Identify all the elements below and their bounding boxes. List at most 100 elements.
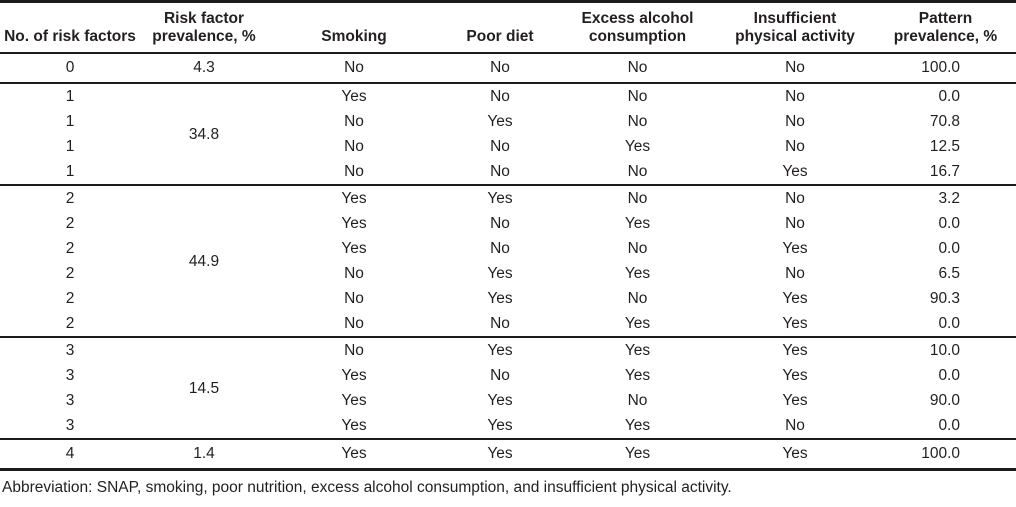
column-header-line: No. of risk factors [4, 28, 136, 45]
table-row: 4 1.4 Yes Yes Yes Yes 100.0 [0, 439, 1016, 470]
table-row: 2 44.9 Yes Yes No No 3.2 [0, 185, 1016, 270]
column-header: Poor diet [440, 2, 560, 54]
column-header-line: Excess alcohol [581, 10, 694, 27]
poor-diet-cell: No [490, 367, 510, 384]
alcohol-cell: Yes [624, 367, 651, 384]
risk-count-cell: 2 [65, 215, 75, 232]
poor-diet-cell: No [490, 88, 510, 105]
pattern-prevalence-cell: 3.2 [938, 190, 960, 207]
risk-factor-group: 0 4.3 No No No No 100.0 [0, 53, 1016, 83]
column-header-line: prevalence, % [152, 28, 256, 45]
prevalence-cell: 34.8 [188, 125, 220, 143]
alcohol-cell: Yes [624, 315, 651, 332]
smoking-cell: No [344, 342, 364, 359]
activity-cell: Yes [782, 240, 808, 257]
risk-factor-group: 2 44.9 Yes Yes No No 3.2 2 Yes No Yes No 0.0 2 Yes No No… [0, 185, 1016, 337]
poor-diet-cell: Yes [487, 290, 513, 307]
prevalence-cell: 14.5 [188, 379, 220, 397]
activity-cell: Yes [782, 342, 808, 359]
pattern-prevalence-cell: 0.0 [938, 367, 960, 384]
alcohol-cell: Yes [624, 265, 651, 282]
smoking-cell: No [344, 163, 364, 180]
activity-cell: No [785, 215, 805, 232]
poor-diet-cell: Yes [487, 265, 513, 282]
activity-cell: Yes [782, 290, 808, 307]
activity-cell: Yes [782, 163, 808, 180]
table-row: 3 Yes Yes No Yes 90.0 [0, 388, 1016, 413]
column-header-line: Insufficient [753, 10, 837, 27]
smoking-cell: Yes [341, 367, 367, 384]
smoking-cell: Yes [341, 240, 367, 257]
risk-count-cell: 2 [65, 315, 75, 332]
activity-cell: No [785, 138, 805, 155]
poor-diet-cell: No [490, 240, 510, 257]
activity-cell: Yes [782, 367, 808, 384]
poor-diet-cell: Yes [487, 342, 513, 359]
activity-cell: No [785, 59, 805, 76]
table-row: 1 No No No Yes 16.7 [0, 159, 1016, 185]
smoking-cell: Yes [341, 445, 367, 462]
alcohol-cell: No [627, 88, 648, 105]
pattern-prevalence-cell: 100.0 [921, 445, 960, 462]
alcohol-cell: Yes [624, 342, 651, 359]
alcohol-cell: Yes [624, 138, 651, 155]
alcohol-cell: No [627, 163, 648, 180]
pattern-prevalence-cell: 0.0 [938, 215, 960, 232]
poor-diet-cell: No [490, 215, 510, 232]
activity-cell: No [785, 417, 805, 434]
risk-count-cell: 3 [65, 367, 75, 384]
risk-count-cell: 2 [65, 265, 75, 282]
alcohol-cell: No [627, 392, 648, 409]
poor-diet-cell: Yes [487, 445, 513, 462]
pattern-prevalence-cell: 6.5 [938, 265, 960, 282]
table-row: 0 4.3 No No No No 100.0 [0, 53, 1016, 83]
alcohol-cell: No [627, 59, 648, 76]
smoking-cell: Yes [341, 392, 367, 409]
alcohol-cell: No [627, 113, 648, 130]
risk-factor-group: 1 34.8 Yes No No No 0.0 1 No Yes No No 70.8 1 No No Yes N… [0, 83, 1016, 185]
risk-count-cell: 1 [65, 138, 75, 155]
smoking-cell: No [344, 315, 364, 332]
column-header-line: physical activity [735, 28, 855, 45]
risk-factor-pattern-table: No. of risk factors Risk factor prevalence… [0, 0, 1016, 471]
column-header: Insufficient physical activity [715, 2, 875, 54]
activity-cell: No [785, 190, 805, 207]
table-row: 1 No No Yes No 12.5 [0, 134, 1016, 159]
pattern-prevalence-cell: 0.0 [938, 88, 960, 105]
table-header: No. of risk factors Risk factor prevalence… [0, 2, 1016, 54]
risk-count-cell: 0 [65, 59, 75, 76]
activity-cell: No [785, 265, 805, 282]
pattern-prevalence-cell: 0.0 [938, 240, 960, 257]
table-footnote: Abbreviation: SNAP, smoking, poor nutrit… [2, 479, 732, 496]
alcohol-cell: Yes [624, 445, 651, 462]
alcohol-cell: Yes [624, 215, 651, 232]
risk-count-cell: 1 [65, 113, 75, 130]
risk-count-cell: 3 [65, 342, 75, 359]
table-row: 2 Yes No Yes No 0.0 [0, 211, 1016, 236]
pattern-prevalence-cell: 90.3 [929, 290, 960, 307]
poor-diet-cell: Yes [487, 190, 513, 207]
activity-cell: No [785, 88, 805, 105]
risk-factor-group: 4 1.4 Yes Yes Yes Yes 100.0 [0, 439, 1016, 470]
activity-cell: No [785, 113, 805, 130]
poor-diet-cell: Yes [487, 113, 513, 130]
activity-cell: Yes [782, 315, 808, 332]
header-row: No. of risk factors Risk factor prevalence… [0, 2, 1016, 54]
prevalence-cell: 4.3 [193, 59, 215, 76]
risk-count-cell: 3 [65, 392, 75, 409]
table-row: 2 Yes No No Yes 0.0 [0, 236, 1016, 261]
activity-cell: Yes [782, 445, 808, 462]
column-header-line: prevalence, % [893, 28, 998, 45]
poor-diet-cell: Yes [487, 417, 513, 434]
poor-diet-cell: No [490, 315, 510, 332]
column-header: Excess alcohol consumption [560, 2, 715, 54]
prevalence-cell: 1.4 [193, 445, 215, 462]
table-row: 1 No Yes No No 70.8 [0, 109, 1016, 134]
smoking-cell: No [344, 290, 364, 307]
table-row: 1 34.8 Yes No No No 0.0 [0, 83, 1016, 143]
column-header-line: Risk factor [163, 10, 245, 27]
poor-diet-cell: No [490, 138, 510, 155]
column-header: Smoking [268, 2, 440, 54]
poor-diet-cell: No [490, 59, 510, 76]
column-header-line: consumption [588, 28, 687, 45]
